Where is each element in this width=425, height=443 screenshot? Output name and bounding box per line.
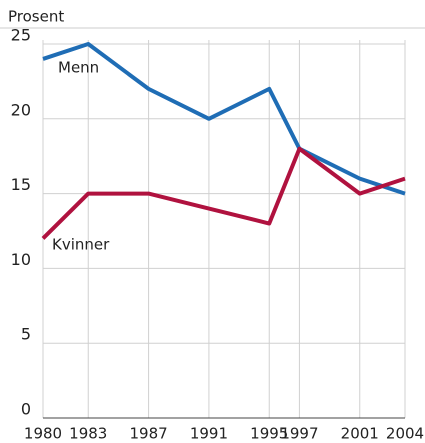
x-tick-label: 2001 — [341, 425, 379, 443]
series-line — [41, 146, 406, 240]
y-tick-label: 0 — [21, 400, 31, 419]
x-tick-label: 1991 — [190, 425, 228, 443]
y-axis-label: Prosent — [8, 8, 64, 26]
x-tick-label: 1987 — [129, 425, 167, 443]
x-tick-label: 2004 — [386, 425, 424, 443]
y-tick-label: 10 — [11, 250, 31, 269]
y-tick-label: 15 — [11, 175, 31, 194]
x-tick-label: 1995 — [250, 425, 288, 443]
y-tick-label: 25 — [11, 26, 31, 45]
series-label: Kvinner — [52, 236, 110, 254]
series-label: Menn — [58, 59, 99, 77]
y-tick-label: 5 — [21, 325, 31, 344]
x-tick-label: 1980 — [24, 425, 62, 443]
y-tick-label: 20 — [11, 100, 31, 119]
x-tick-label: 1997 — [280, 425, 318, 443]
x-tick-label: 1983 — [69, 425, 107, 443]
series-line — [42, 42, 406, 196]
